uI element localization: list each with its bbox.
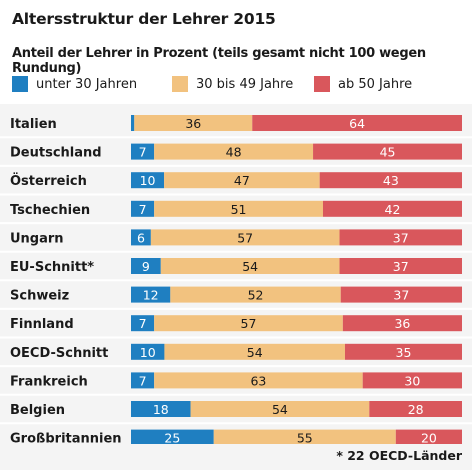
data-label-mid-schweiz: 52: [248, 288, 264, 303]
data-label-mid-eu-schnitt: 54: [242, 259, 258, 274]
data-label-under30-frankreich: 7: [139, 373, 147, 388]
bar-over50-deutschland: [313, 143, 462, 160]
bar-under30-oecd-schnitt: [131, 343, 165, 360]
category-label-tschechien: Tschechien: [10, 203, 90, 218]
bar-under30-tschechien: [131, 200, 155, 217]
bar-over50-grossbritannien: [395, 429, 462, 444]
data-label-over50-schweiz: 37: [393, 288, 409, 303]
bar-under30-ungarn: [131, 229, 151, 246]
data-label-under30-eu-schnitt: 9: [142, 259, 150, 274]
data-label-under30-schweiz: 12: [143, 288, 159, 303]
data-label-over50-grossbritannien: 20: [421, 431, 437, 444]
bar-under30-grossbritannien: [131, 429, 214, 444]
data-label-over50-deutschland: 45: [380, 145, 396, 160]
bar-over50-finnland: [342, 315, 462, 332]
legend: unter 30 Jahren 30 bis 49 Jahre ab 50 Ja…: [12, 75, 472, 93]
category-label-eu-schnitt: EU-Schnitt*: [10, 260, 94, 275]
legend-label-mid: 30 bis 49 Jahre: [196, 76, 294, 92]
data-label-mid-finnland: 57: [241, 316, 257, 331]
footnote: * 22 OECD-Länder: [336, 448, 462, 463]
bar-over50-eu-schnitt: [339, 258, 462, 274]
legend-item-under30: unter 30 Jahren: [12, 75, 137, 93]
bar-over50-oesterreich: [319, 172, 462, 189]
legend-swatch-mid: [172, 76, 188, 92]
bar-mid-oesterreich: [164, 172, 320, 189]
category-label-grossbritannien: Großbritannien: [10, 432, 122, 444]
category-label-schweiz: Schweiz: [10, 289, 69, 304]
bar-over50-schweiz: [340, 286, 462, 303]
data-label-over50-frankreich: 30: [404, 373, 420, 388]
legend-label-under30: unter 30 Jahren: [36, 76, 138, 92]
data-label-under30-deutschland: 7: [139, 145, 147, 160]
category-label-oecd-schnitt: OECD-Schnitt: [10, 346, 108, 361]
data-label-mid-italien: 36: [185, 116, 201, 131]
bar-over50-belgien: [369, 401, 462, 417]
bar-mid-ungarn: [150, 229, 340, 246]
bar-mid-schweiz: [170, 286, 341, 303]
chart-title: Altersstruktur der Lehrer 2015: [12, 10, 276, 28]
data-label-mid-belgien: 54: [272, 402, 288, 417]
legend-label-over50: ab 50 Jahre: [338, 76, 413, 92]
bar-mid-oecd-schnitt: [164, 343, 345, 360]
bar-mid-eu-schnitt: [160, 258, 340, 274]
bar-over50-italien: [252, 115, 462, 131]
chart-header: Altersstruktur der Lehrer 2015 Anteil de…: [0, 0, 472, 104]
chart-subtitle: Anteil der Lehrer in Prozent (teils gesa…: [12, 46, 426, 76]
bar-under30-belgien: [131, 401, 191, 417]
category-label-frankreich: Frankreich: [10, 374, 88, 389]
data-label-over50-oesterreich: 43: [383, 173, 399, 188]
data-label-under30-tschechien: 7: [139, 202, 147, 217]
bar-over50-tschechien: [322, 200, 462, 217]
legend-swatch-over50: [314, 76, 330, 92]
bar-mid-grossbritannien: [213, 429, 396, 444]
bar-under30-deutschland: [131, 143, 155, 160]
data-label-mid-deutschland: 48: [226, 145, 242, 160]
data-label-over50-italien: 64: [349, 116, 365, 131]
legend-swatch-under30: [12, 76, 28, 92]
data-label-over50-belgien: 28: [408, 402, 424, 417]
category-label-oesterreich: Österreich: [10, 173, 87, 189]
data-label-under30-oecd-schnitt: 10: [140, 345, 156, 360]
bar-under30-italien: [131, 115, 135, 131]
bar-mid-belgien: [190, 401, 370, 417]
data-label-mid-frankreich: 63: [250, 373, 266, 388]
data-label-mid-tschechien: 51: [231, 202, 247, 217]
data-label-under30-oesterreich: 10: [140, 173, 156, 188]
bar-mid-italien: [134, 115, 253, 131]
bar-over50-oecd-schnitt: [344, 343, 462, 360]
category-label-belgien: Belgien: [10, 403, 65, 418]
legend-item-mid: 30 bis 49 Jahre: [172, 75, 293, 93]
bar-under30-frankreich: [131, 372, 155, 389]
category-label-ungarn: Ungarn: [10, 231, 64, 246]
data-label-under30-finnland: 7: [139, 316, 147, 331]
bar-under30-eu-schnitt: [131, 258, 161, 274]
category-label-finnland: Finnland: [10, 317, 74, 332]
data-label-mid-oesterreich: 47: [234, 173, 250, 188]
bar-mid-tschechien: [154, 200, 323, 217]
bar-over50-frankreich: [362, 372, 462, 389]
legend-item-over50: ab 50 Jahre: [314, 75, 412, 93]
bar-over50-ungarn: [339, 229, 462, 246]
category-label-deutschland: Deutschland: [10, 146, 102, 161]
data-label-over50-finnland: 36: [394, 316, 410, 331]
bar-mid-finnland: [154, 315, 343, 332]
stacked-bar-chart: Italien13664Deutschland74845Österreich10…: [0, 115, 472, 444]
data-label-mid-grossbritannien: 55: [297, 431, 313, 444]
data-label-over50-oecd-schnitt: 35: [396, 345, 412, 360]
data-label-under30-grossbritannien: 25: [164, 431, 180, 444]
category-label-italien: Italien: [10, 117, 57, 132]
data-label-mid-oecd-schnitt: 54: [247, 345, 263, 360]
bar-mid-frankreich: [154, 372, 363, 389]
data-label-over50-eu-schnitt: 37: [393, 259, 409, 274]
bar-mid-deutschland: [154, 143, 314, 160]
bar-under30-schweiz: [131, 286, 171, 303]
bar-under30-finnland: [131, 315, 155, 332]
data-label-over50-ungarn: 37: [393, 230, 409, 245]
data-label-under30-belgien: 18: [153, 402, 169, 417]
data-label-mid-ungarn: 57: [237, 230, 253, 245]
bar-under30-oesterreich: [131, 172, 165, 189]
data-label-under30-ungarn: 6: [137, 230, 145, 245]
data-label-over50-tschechien: 42: [385, 202, 401, 217]
